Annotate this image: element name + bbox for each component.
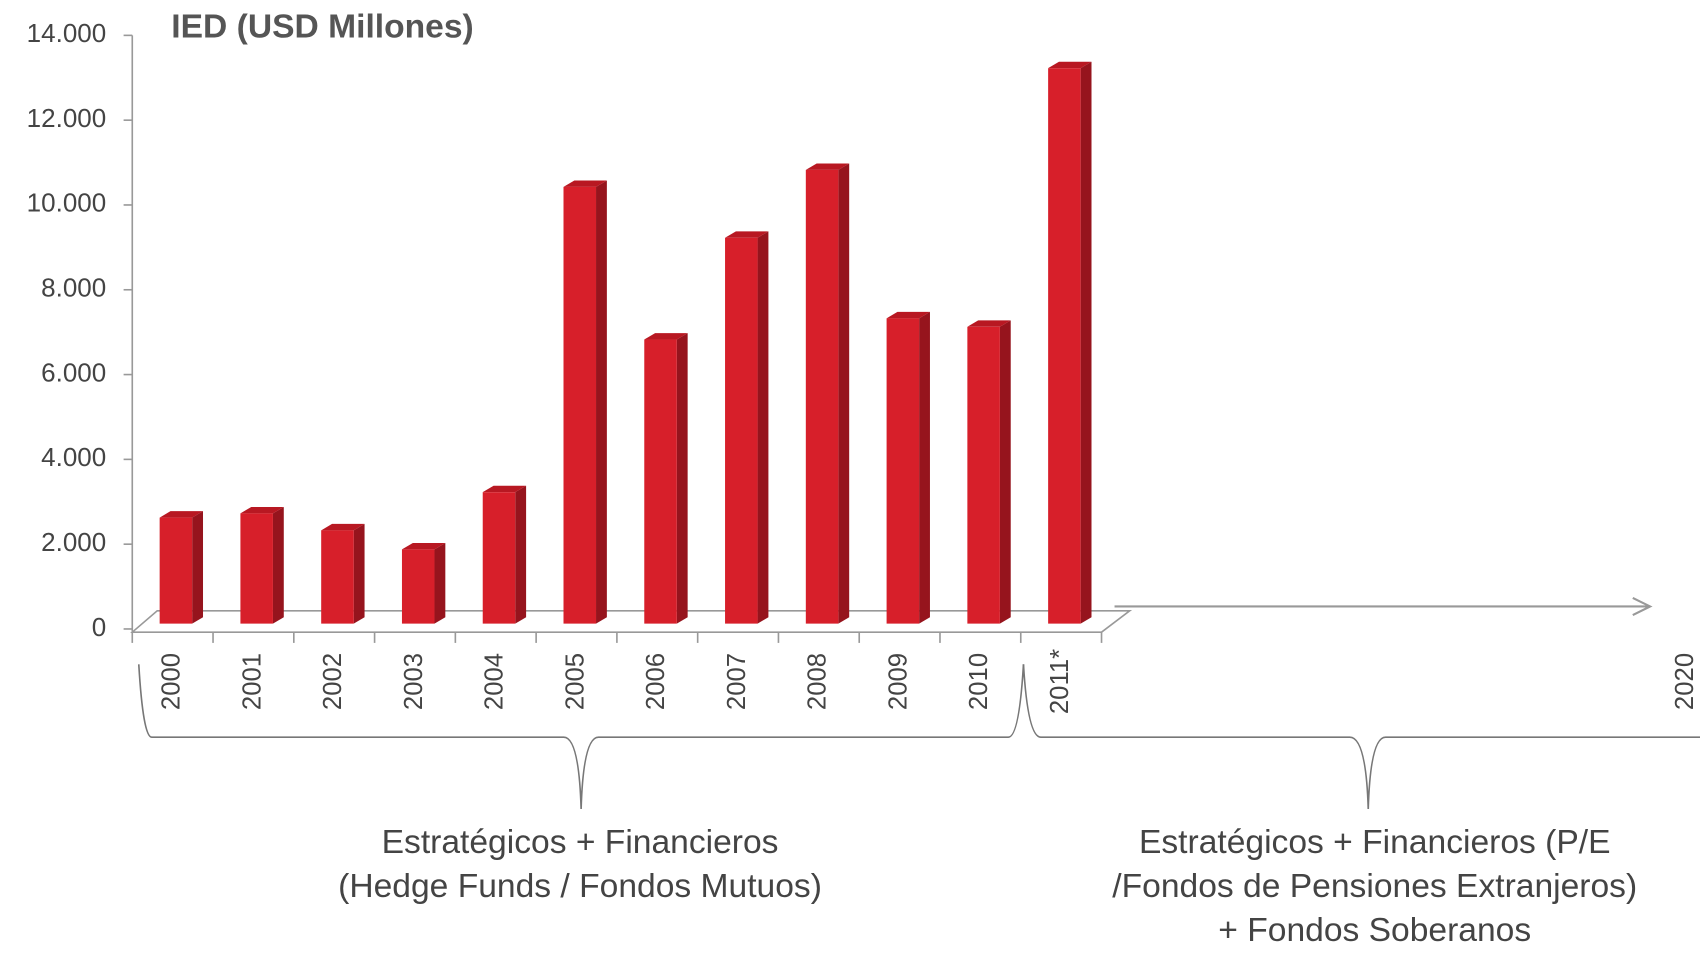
- bar-top: [725, 231, 769, 238]
- x-tick-label: 2003: [400, 653, 428, 710]
- group-label: Estratégicos + Financieros: [382, 824, 779, 861]
- x-tick-label: 2009: [884, 653, 912, 710]
- bar: [401, 549, 435, 624]
- x-tick-label: 2004: [480, 653, 508, 710]
- bar: [805, 169, 839, 624]
- bar-top: [321, 523, 365, 531]
- y-tick-label: 4.000: [41, 444, 106, 472]
- group-label: + Fondos Soberanos: [1218, 912, 1531, 949]
- bar-top: [240, 506, 284, 514]
- bar-side: [838, 163, 850, 624]
- bar-side: [919, 311, 930, 624]
- x-tick-label: 2000: [157, 653, 185, 710]
- y-tick-label: 8.000: [41, 275, 106, 303]
- chart-title: IED (USD Millones): [171, 9, 473, 46]
- x-tick-label: 2002: [319, 653, 347, 710]
- x-tick-label: 2010: [965, 653, 993, 710]
- bar: [644, 339, 677, 624]
- y-tick-label: 14.000: [27, 20, 107, 48]
- bar-top: [563, 180, 607, 187]
- bar-side: [757, 231, 769, 624]
- extension-arrow: [1114, 596, 1653, 617]
- bar: [967, 326, 1000, 624]
- y-tick-label: 0: [92, 614, 106, 642]
- bar-top: [644, 333, 688, 340]
- bar: [725, 237, 758, 624]
- y-tick-label: 12.000: [27, 105, 107, 133]
- x-tick-label: 2007: [723, 653, 751, 710]
- x-tick-label: 2001: [238, 653, 266, 710]
- bar-top: [886, 311, 930, 319]
- bar-top: [159, 511, 204, 518]
- extended-axis-label: 2020: [1671, 653, 1699, 710]
- bar: [321, 530, 354, 624]
- group-label: Estratégicos + Financieros (P/E: [1139, 824, 1611, 861]
- x-tick-label: 2011*: [1046, 649, 1074, 714]
- y-tick-label: 6.000: [41, 359, 106, 387]
- brace: [137, 664, 1025, 810]
- bar-side: [515, 485, 527, 624]
- bar-top: [482, 485, 527, 493]
- bar: [482, 492, 516, 624]
- group-label: /Fondos de Pensiones Extranjeros): [1112, 868, 1637, 905]
- bar: [1048, 68, 1081, 624]
- bar-side: [676, 333, 688, 624]
- bar-top: [401, 542, 446, 550]
- bar-top: [1048, 61, 1092, 69]
- bar: [159, 517, 193, 624]
- bar-side: [353, 523, 365, 624]
- x-tick-label: 2006: [642, 653, 670, 710]
- x-tick-label: 2008: [804, 653, 832, 710]
- bar-top: [805, 163, 850, 170]
- bar-side: [272, 506, 284, 624]
- bar-side: [192, 511, 204, 624]
- y-tick-label: 10.000: [27, 190, 107, 218]
- bar-side: [596, 180, 607, 624]
- bar: [886, 318, 920, 624]
- bar-side: [1080, 61, 1092, 624]
- brace: [1022, 664, 1700, 810]
- bar: [240, 513, 273, 624]
- group-label: (Hedge Funds / Fondos Mutuos): [338, 868, 822, 905]
- x-tick-label: 2005: [561, 653, 589, 710]
- y-tick-label: 2.000: [41, 529, 106, 557]
- bar-side: [999, 320, 1011, 624]
- bar: [563, 186, 597, 624]
- bar-side: [434, 542, 446, 624]
- bar-top: [967, 320, 1011, 327]
